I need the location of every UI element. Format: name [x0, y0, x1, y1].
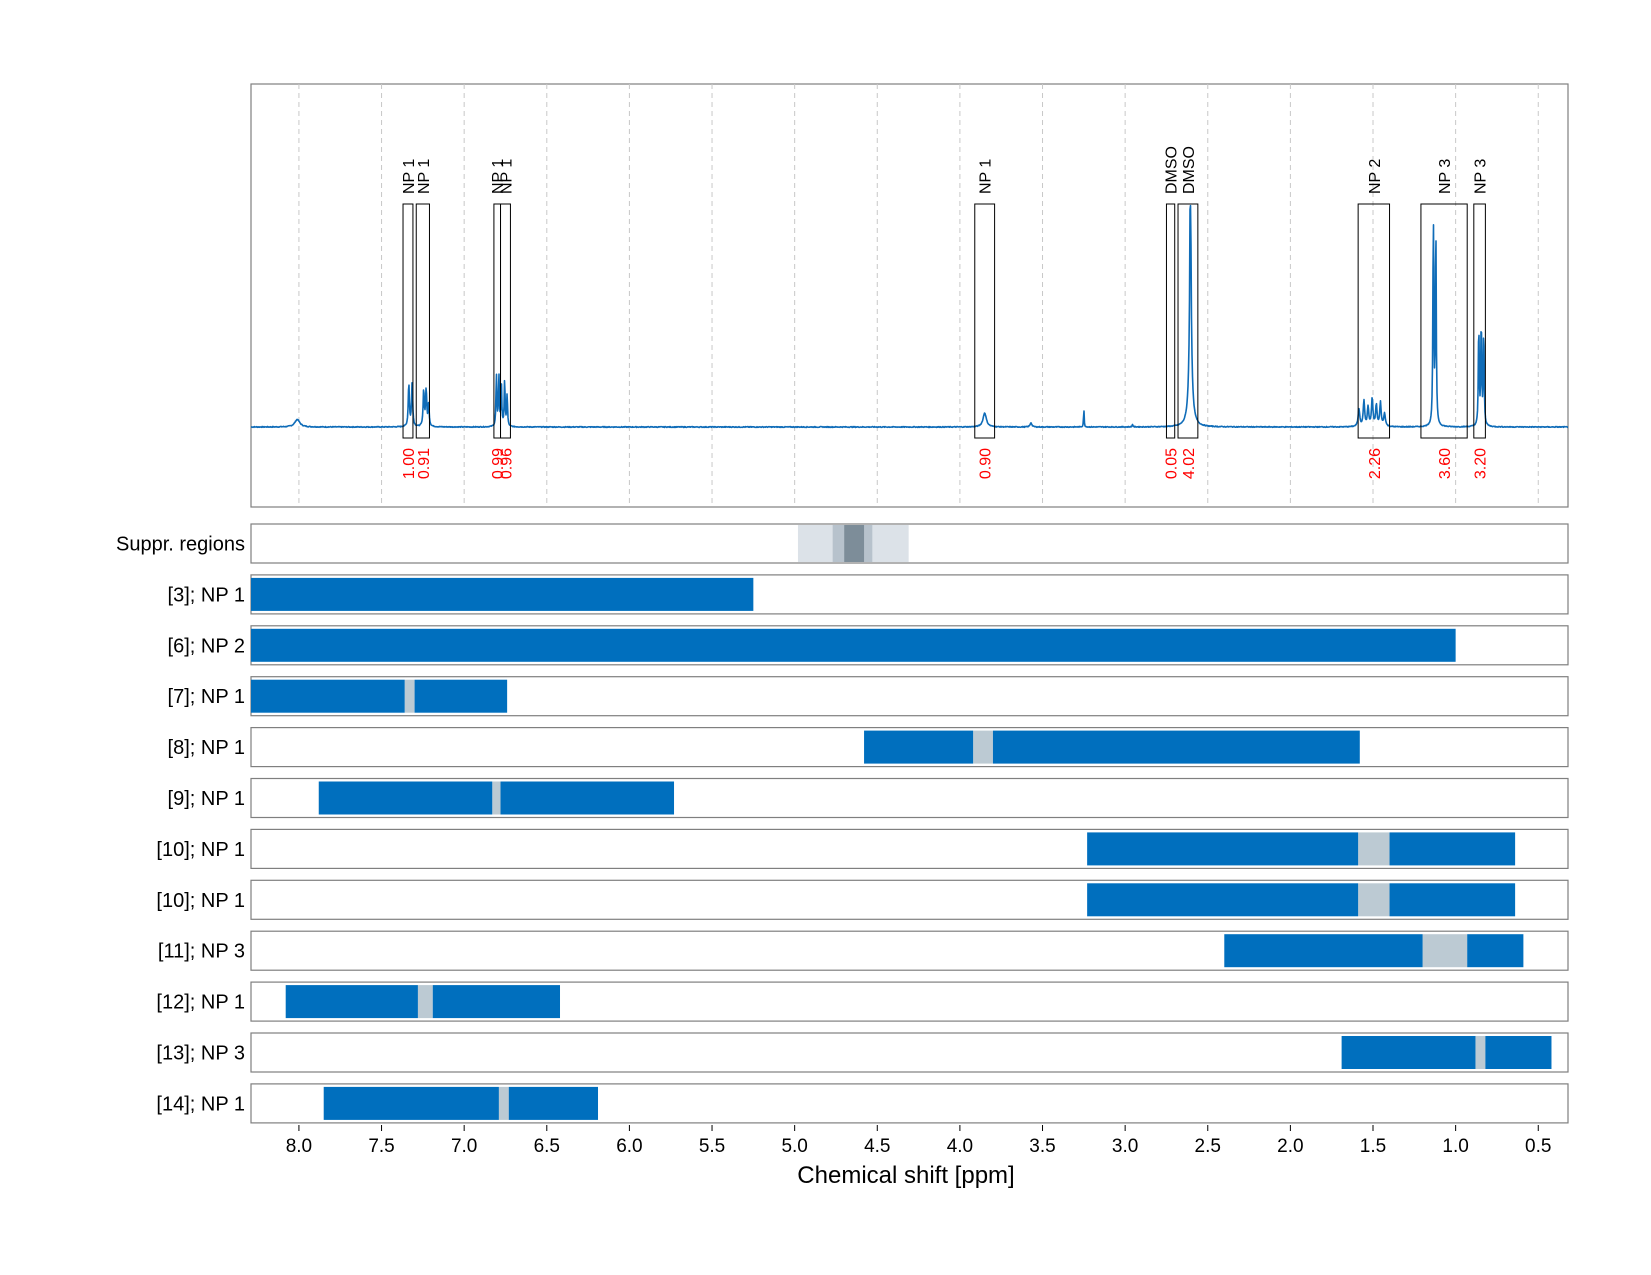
integral-value: 3.60	[1437, 448, 1454, 479]
track-label: [14]; NP 1	[156, 1093, 245, 1115]
integral-box	[1177, 203, 1199, 439]
track-segment	[1485, 1036, 1552, 1069]
integral-label: DMSO	[1181, 146, 1198, 194]
track-segment	[500, 781, 675, 815]
track-rows: Suppr. regions [3]; NP 1 [6]; NP 2 [7]; NP …	[116, 523, 1569, 1124]
spectrum-frame	[250, 83, 1569, 508]
track-label: [3]; NP 1	[168, 584, 245, 606]
integral-label: NP 3	[1473, 159, 1490, 194]
integral-value: 0.99	[490, 448, 507, 479]
x-tick-label: 3.0	[1112, 1136, 1138, 1157]
x-axis-title: Chemical shift [ppm]	[797, 1162, 1014, 1189]
track-segment	[864, 730, 974, 764]
integral-box	[1420, 203, 1468, 439]
track-segment	[1087, 883, 1359, 917]
x-tick-label: 8.0	[286, 1136, 312, 1157]
track-gap	[492, 781, 501, 815]
track-gap	[404, 679, 415, 713]
x-tick-label: 6.5	[534, 1136, 560, 1157]
integral-box	[1357, 203, 1391, 439]
track-gap	[1358, 883, 1390, 917]
track-segment	[251, 679, 405, 713]
integral-box	[402, 203, 414, 439]
track-segment	[1087, 832, 1359, 866]
integral-box	[1473, 203, 1486, 439]
track-gap	[1358, 832, 1390, 866]
track-label: [9]; NP 1	[168, 788, 245, 810]
x-tick-label: 7.5	[368, 1136, 394, 1157]
integral-value: 0.05	[1164, 448, 1181, 479]
integral-box	[500, 203, 511, 439]
track-segment	[323, 1086, 499, 1120]
x-axis: 8.0 7.5 7.0 6.5 6.0 5.5 5.0 4.5 4.0 3.5 3.0 2.5 2.0 1…	[286, 1125, 1551, 1157]
integral-label: NP 2	[1367, 159, 1384, 194]
integral-label: NP 1	[416, 159, 433, 194]
integral-value: 0.96	[498, 448, 515, 479]
suppression-band	[844, 525, 865, 562]
track-segment	[1389, 883, 1516, 917]
track-label: [12]; NP 1	[156, 992, 245, 1014]
integral-box	[974, 203, 996, 439]
track-label: [8]; NP 1	[168, 737, 245, 759]
track-gap	[417, 985, 433, 1019]
track-label: [10]; NP 1	[156, 839, 245, 861]
track-gap	[498, 1086, 509, 1120]
integral-box	[1165, 203, 1176, 439]
x-tick-label: 4.5	[864, 1136, 890, 1157]
track-segment	[285, 985, 418, 1019]
track-segment	[1224, 934, 1423, 968]
track-segment	[1467, 934, 1524, 968]
x-tick-label: 3.5	[1029, 1136, 1055, 1157]
x-tick-label: 1.5	[1360, 1136, 1386, 1157]
track-segment	[318, 781, 493, 815]
suppression-row-frame	[250, 523, 1569, 564]
track-segment	[992, 730, 1360, 764]
track-label: [13]; NP 3	[156, 1043, 245, 1065]
integral-label: NP 1	[490, 159, 507, 194]
track-segment	[251, 577, 754, 611]
integral-label: NP 3	[1437, 159, 1454, 194]
integral-value: 1.00	[401, 448, 418, 479]
integral-value: 2.26	[1367, 448, 1384, 479]
track-segment	[1341, 1036, 1476, 1069]
spectrum-panel: NP 1 1.00 NP 1 0.91 NP 1 0.99 NP 1 0.96 NP 1 0.90…	[250, 83, 1569, 508]
x-tick-label: 4.0	[947, 1136, 973, 1157]
integral-value: 4.02	[1181, 448, 1198, 479]
x-tick-label: 0.5	[1525, 1136, 1551, 1157]
track-segment	[432, 985, 561, 1019]
track-gap	[1475, 1036, 1486, 1069]
track-label: [7]; NP 1	[168, 686, 245, 708]
suppression-row-label: Suppr. regions	[116, 534, 245, 556]
track-label: [11]; NP 3	[158, 941, 245, 963]
integral-label: DMSO	[1164, 146, 1181, 194]
track-gap	[973, 730, 993, 764]
x-tick-label: 7.0	[451, 1136, 477, 1157]
integral-label: NP 1	[978, 159, 995, 194]
track-segment	[508, 1086, 599, 1120]
integral-value: 0.90	[978, 448, 995, 479]
track-segment	[1389, 832, 1516, 866]
x-tick-label: 1.0	[1442, 1136, 1468, 1157]
track-label: [6]; NP 2	[168, 635, 245, 657]
track-segment	[251, 628, 1456, 662]
track-label: [10]; NP 1	[156, 890, 245, 912]
x-tick-label: 2.0	[1277, 1136, 1303, 1157]
x-tick-label: 5.0	[781, 1136, 807, 1157]
integral-box	[415, 203, 430, 439]
track-segment	[414, 679, 508, 713]
spectrum-trace	[250, 204, 1569, 429]
track-gap	[1422, 934, 1468, 968]
x-tick-label: 6.0	[616, 1136, 642, 1157]
x-tick-label: 5.5	[699, 1136, 725, 1157]
x-tick-label: 2.5	[1195, 1136, 1221, 1157]
integral-label: NP 1	[401, 159, 418, 194]
integral-value: 0.91	[416, 448, 433, 479]
integral-value: 3.20	[1473, 448, 1490, 479]
integral-label: NP 1	[498, 159, 515, 194]
